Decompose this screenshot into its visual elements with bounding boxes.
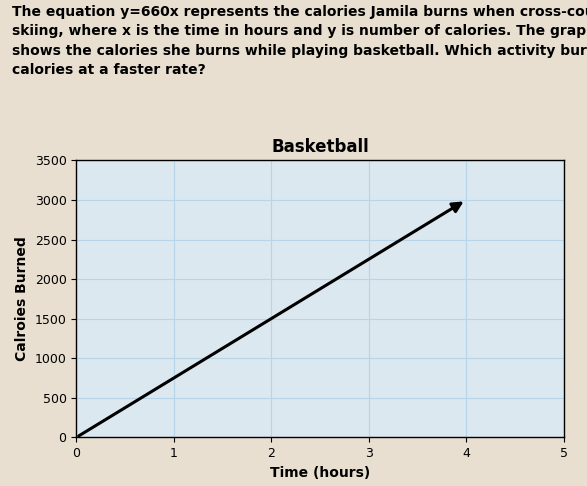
Title: Basketball: Basketball — [271, 138, 369, 156]
Text: The equation y=660x represents the calories Jamila burns when cross-country
skii: The equation y=660x represents the calor… — [12, 5, 587, 77]
X-axis label: Time (hours): Time (hours) — [270, 466, 370, 480]
Y-axis label: Calroies Burned: Calroies Burned — [15, 237, 29, 361]
